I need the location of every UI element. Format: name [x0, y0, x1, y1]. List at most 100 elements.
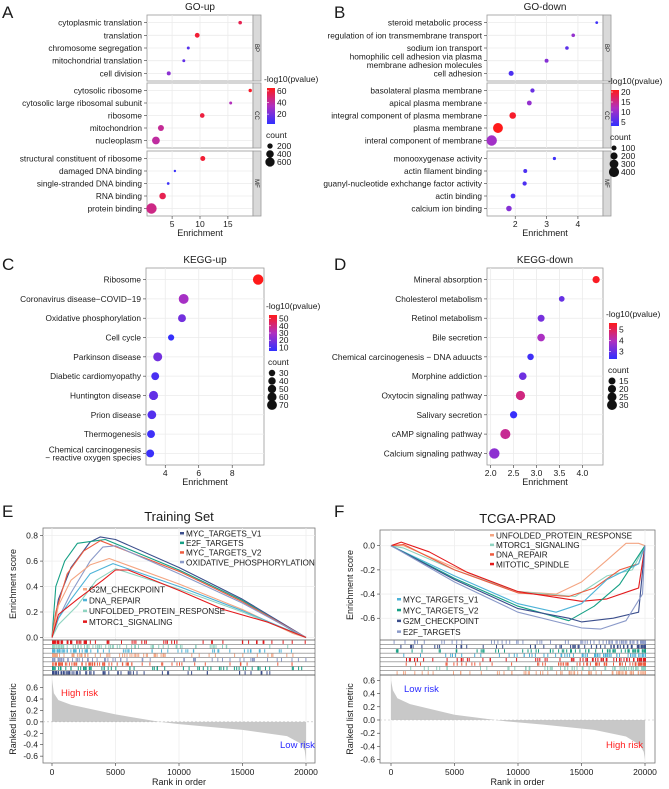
hit-tick — [592, 658, 594, 662]
hit-tick — [461, 640, 463, 644]
hit-tick — [466, 644, 468, 649]
hit-tick — [195, 644, 197, 649]
size-legend-label: 400 — [277, 149, 291, 159]
hit-tick — [631, 644, 633, 649]
hit-tick — [633, 653, 635, 657]
hit-tick — [493, 640, 495, 644]
hit-tick — [153, 666, 155, 671]
y-tick-label: cell adhesion — [434, 68, 483, 78]
hit-tick — [222, 658, 223, 662]
hit-tick — [636, 644, 638, 649]
hit-tick — [117, 671, 119, 675]
hit-tick — [411, 649, 413, 653]
y-tick-label: calcium ion binding — [411, 204, 482, 214]
hit-tick — [540, 671, 541, 675]
hit-tick — [52, 644, 54, 649]
hit-tick — [476, 649, 478, 653]
hit-tick — [546, 658, 548, 662]
hit-tick — [641, 666, 643, 671]
hit-tick — [570, 649, 571, 653]
hit-tick — [509, 640, 511, 644]
hit-tick — [87, 653, 89, 657]
hit-tick — [605, 666, 607, 671]
hit-tick — [498, 653, 500, 657]
hit-tick — [633, 649, 635, 653]
hit-tick — [587, 662, 589, 666]
hit-tick — [102, 662, 104, 666]
hit-tick — [238, 666, 240, 671]
annotation-bottom: High risk — [606, 740, 643, 751]
hit-tick — [212, 649, 214, 653]
hit-tick — [633, 640, 635, 644]
hit-tick — [94, 653, 96, 657]
hit-tick — [85, 666, 87, 671]
size-legend-label: 30 — [279, 368, 289, 378]
hit-tick — [161, 662, 163, 666]
hit-tick — [439, 649, 441, 653]
hit-tick — [639, 658, 641, 662]
colorbar-tick-label: 40 — [279, 321, 289, 331]
hit-tick — [251, 666, 253, 671]
data-point — [518, 372, 527, 380]
hit-tick — [194, 658, 196, 662]
hit-tick — [637, 662, 639, 666]
hit-tick — [129, 653, 131, 657]
hit-tick — [77, 644, 79, 649]
es-curve-unfolded-protein-response — [51, 568, 307, 639]
hit-tick — [619, 662, 620, 666]
y-tick-label: cAMP signaling pathway — [392, 429, 483, 439]
hit-tick — [79, 671, 81, 675]
hit-tick — [226, 666, 228, 671]
hit-tick — [638, 671, 640, 675]
hit-tick — [582, 640, 584, 644]
es-y-tick-label: -0.4 — [360, 589, 375, 599]
x-axis-label: Enrichment — [522, 228, 568, 238]
hit-tick — [243, 649, 245, 653]
hit-tick — [626, 640, 628, 644]
hit-tick — [84, 653, 86, 657]
hit-tick — [567, 640, 569, 644]
hit-tick — [253, 658, 255, 662]
hit-tick — [63, 644, 65, 649]
hit-tick — [153, 653, 155, 657]
chart-title: GO-down — [524, 2, 567, 13]
y-tick-label: Retinol metabolism — [411, 313, 482, 323]
hit-tick — [633, 658, 634, 662]
hit-tick — [558, 649, 560, 653]
hit-tick — [89, 671, 91, 675]
hit-tick — [61, 671, 63, 675]
hit-tick — [64, 671, 66, 675]
hit-tick — [234, 653, 236, 657]
data-point — [173, 169, 177, 173]
data-point — [166, 71, 171, 76]
hit-tick — [211, 640, 213, 644]
hit-tick — [491, 662, 493, 666]
hit-tick — [150, 644, 152, 649]
hit-tick — [474, 662, 476, 666]
y-tick-label: ribosome — [108, 111, 143, 121]
hit-tick — [62, 640, 64, 644]
hit-tick — [55, 671, 57, 675]
hit-tick — [595, 649, 597, 653]
hit-tick — [560, 671, 562, 675]
hit-tick — [58, 644, 60, 649]
hit-tick — [106, 653, 108, 657]
hit-tick — [154, 653, 156, 657]
facet-strip-label: BP — [253, 44, 259, 52]
hit-tick — [73, 671, 75, 675]
y-tick-label: steroid metabolic process — [388, 18, 482, 28]
hit-tick — [606, 662, 608, 666]
hit-tick — [61, 644, 63, 649]
legend-swatch — [397, 630, 401, 633]
hit-tick — [131, 644, 133, 649]
hit-tick — [66, 671, 68, 675]
hit-tick — [559, 662, 561, 666]
hit-tick — [517, 640, 519, 644]
hit-tick — [638, 658, 640, 662]
legend-swatch — [397, 598, 401, 601]
panel-label-c: C — [2, 255, 14, 274]
es-curve-dna-repair — [51, 563, 307, 639]
size-legend-dot — [609, 159, 619, 169]
hit-tick — [95, 644, 97, 649]
data-point — [200, 156, 206, 161]
